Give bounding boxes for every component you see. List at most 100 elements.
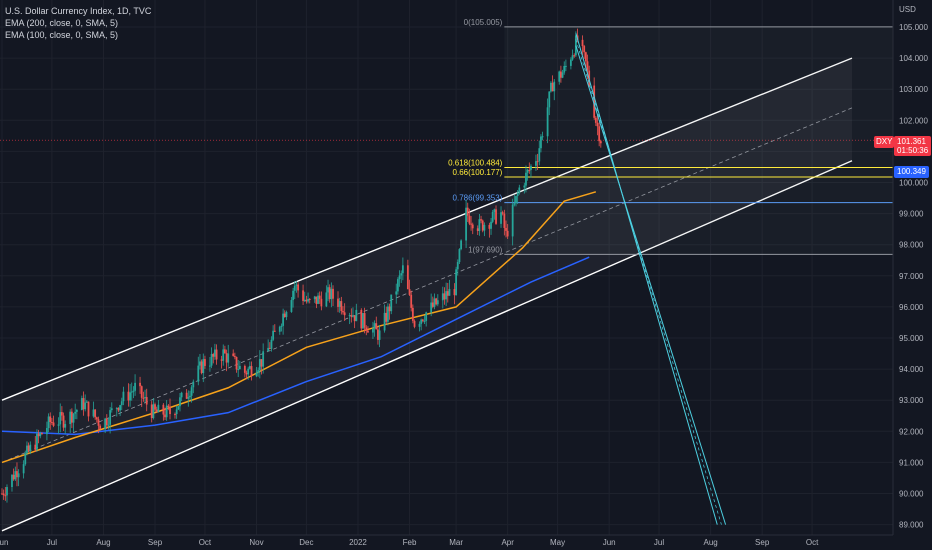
candle-body (483, 224, 486, 231)
candle-body (355, 309, 358, 322)
price-tick-label: 97.000 (899, 272, 924, 281)
trend-lines[interactable] (575, 33, 727, 525)
candle-body (204, 359, 206, 366)
candle-body (460, 240, 462, 250)
channel-upper-line (1, 57, 853, 401)
candle-body (378, 330, 381, 340)
candle-body (383, 312, 386, 331)
candle-body (523, 185, 526, 188)
candle-body (152, 404, 155, 419)
candle-body (395, 291, 398, 295)
candle-body (569, 59, 572, 66)
candle-body (420, 319, 423, 324)
channel-fill (2, 58, 852, 531)
price-tick-label: 95.000 (899, 334, 924, 343)
candle-body (270, 339, 273, 349)
candle-body (255, 372, 258, 377)
candle-body (317, 295, 319, 304)
ema200-legend[interactable]: EMA (200, close, 0, SMA, 5) (5, 18, 119, 28)
candle-body (262, 351, 265, 367)
time-tick-label: Feb (403, 538, 417, 547)
candle-body (548, 91, 551, 108)
price-tick-label: 100.000 (899, 179, 928, 188)
candle-body (169, 406, 171, 415)
candle-body (465, 207, 467, 241)
price-tick-label: 96.000 (899, 303, 924, 312)
candle-body (238, 365, 241, 370)
candle-body (516, 193, 519, 197)
candle-body (433, 298, 436, 307)
price-axis-bg (893, 0, 932, 550)
candle-body (456, 262, 459, 270)
candle-body (134, 382, 136, 391)
price-tick-label: 91.000 (899, 458, 924, 467)
candle-body (74, 411, 77, 414)
candle-body (396, 279, 399, 292)
candle-body (190, 387, 193, 396)
candle-body (365, 327, 368, 331)
fibonacci-retracement[interactable]: 0(105.005) 0.618(100.484)0.66(100.177) 0.7… (448, 18, 893, 255)
candle-body (75, 410, 78, 412)
candle-body (243, 365, 246, 373)
candle-body (401, 265, 404, 274)
candle-body (584, 52, 587, 62)
symbol-title[interactable]: U.S. Dollar Currency Index, 1D, TVC (5, 6, 152, 16)
price-tick-label: 92.000 (899, 427, 924, 436)
time-tick-label: May (550, 538, 565, 547)
candle-body (283, 313, 286, 318)
candle-body (34, 444, 37, 450)
candle-body (292, 290, 294, 301)
price-tick-label: 102.000 (899, 116, 928, 125)
candle-body (541, 136, 544, 138)
candle-body (593, 85, 596, 118)
candle-body (202, 359, 205, 374)
candle-body (390, 294, 393, 312)
candle-body (385, 312, 388, 322)
candle-body (466, 207, 469, 216)
candle-body (129, 392, 131, 401)
candle-body (340, 301, 343, 311)
candle-body (139, 382, 141, 387)
candle-body (305, 299, 308, 302)
candle-body (212, 354, 215, 357)
candle-body (307, 298, 309, 302)
candle-body (337, 298, 339, 307)
ema100-legend[interactable]: EMA (100, close, 0, SMA, 5) (5, 30, 119, 40)
candle-body (581, 39, 584, 47)
time-tick-label: Nov (249, 538, 263, 547)
candle-body (157, 404, 160, 413)
candle-body (11, 474, 13, 488)
candle-body (550, 82, 552, 92)
candle-body (367, 330, 369, 333)
candle-body (14, 471, 17, 480)
candle-body (495, 209, 497, 224)
time-tick-label: Sep (148, 538, 163, 547)
candle-body (596, 122, 599, 127)
fib-level-label: 1(97.690) (468, 245, 503, 254)
candle-body (423, 320, 426, 322)
price-tick-label: 90.000 (899, 490, 924, 499)
trend-line (575, 45, 727, 525)
candle-body (388, 306, 391, 312)
candle-body (258, 359, 261, 371)
candle-body (122, 391, 125, 402)
candle-body (574, 35, 577, 56)
candle-body (82, 398, 85, 410)
regression-channel[interactable] (0, 57, 893, 532)
candle-body (6, 487, 8, 496)
ema-line (1, 256, 590, 436)
candle-body (398, 275, 401, 280)
candle-body (503, 213, 506, 228)
candle-body (282, 313, 285, 326)
candle-body (413, 320, 416, 327)
grid (0, 0, 893, 535)
candle-body (210, 354, 213, 366)
candle-body (373, 323, 376, 329)
candle-body (107, 424, 110, 426)
candle-body (375, 323, 378, 330)
candle-body (425, 312, 428, 321)
candle-body (60, 412, 63, 416)
candle-body (12, 474, 15, 480)
